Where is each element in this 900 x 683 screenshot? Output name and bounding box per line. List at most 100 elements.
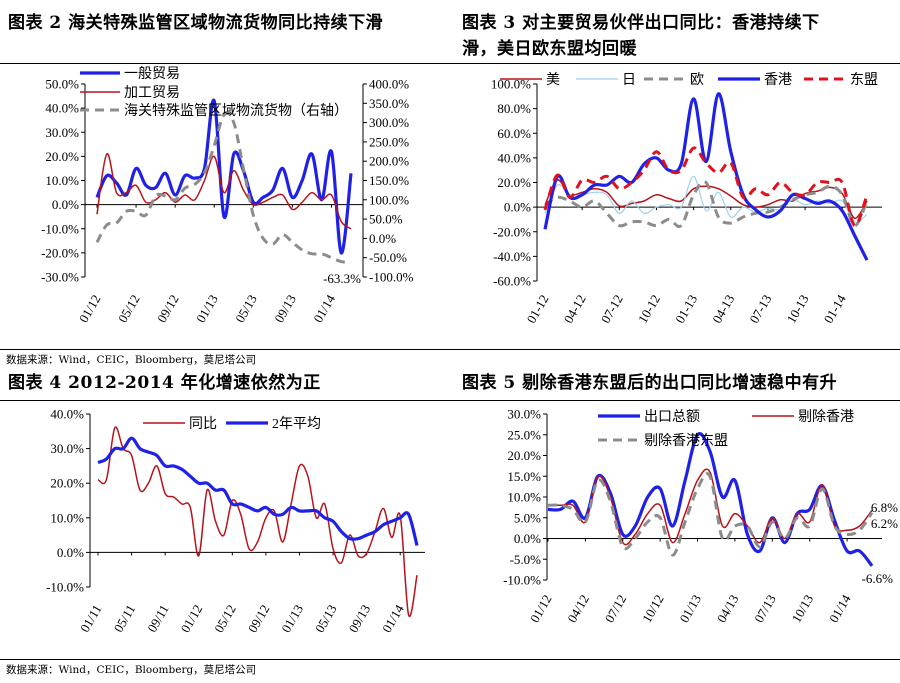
c5-y-tick-label: 5.0% — [514, 510, 541, 525]
c5-y-tick-label: 30.0% — [507, 407, 541, 422]
c3-y-tick-label: 100.0% — [491, 77, 531, 92]
c2-legend-label-2: 加工贸易 — [124, 85, 180, 101]
c4-x-tick-label: 01/11 — [77, 602, 105, 635]
c3-y-tick-label: -40.0% — [493, 249, 531, 264]
c3-y-tick-label: 40.0% — [497, 150, 531, 165]
c3-x-tick-label: 04-13 — [709, 292, 737, 326]
c2-series-line-2 — [96, 153, 352, 230]
top-divider — [0, 63, 900, 64]
c5-annotation-3: -6.6% — [862, 571, 894, 586]
mid-divider — [0, 400, 900, 401]
c2-y2-tick-label: -100.0% — [369, 270, 414, 285]
c2-y2-tick-label: 150.0% — [369, 173, 409, 188]
c2-legend-label-1: 一般贸易 — [124, 66, 180, 82]
c5-y-tick-label: 10.0% — [507, 490, 541, 505]
c2-y-tick-label: 20.0% — [45, 149, 79, 164]
c4-y-tick-label: 0.0% — [57, 545, 84, 560]
c5-series-line-3 — [547, 472, 874, 557]
c2-y2-tick-label: 0.0% — [369, 231, 396, 246]
c2-x-tick-label: 09/12 — [154, 292, 182, 325]
c2-x-tick-label: 09/13 — [271, 292, 299, 325]
c4-x-tick-label: 01/13 — [278, 602, 306, 635]
c2-series-line-1 — [95, 98, 353, 255]
c2-y2-tick-label: 350.0% — [369, 96, 409, 111]
c2-y-tick-label: -10.0% — [41, 221, 79, 236]
c2-y2-tick-label: 100.0% — [369, 192, 409, 207]
c2-y2-tick-label: 50.0% — [369, 212, 403, 227]
c4-y-tick-label: -10.0% — [46, 580, 84, 595]
c3-x-tick-label: 07-13 — [746, 292, 774, 326]
c3-legend-label-2: 日 — [622, 73, 636, 88]
c2-y-tick-label: 30.0% — [45, 125, 79, 140]
chart2-title: 图表 2 海关特殊监管区域物流货物同比持续下滑 — [8, 13, 384, 33]
source-divider-2 — [0, 659, 900, 660]
c2-y-tick-label: 10.0% — [45, 173, 79, 188]
c5-y-tick-label: 25.0% — [507, 427, 541, 442]
c3-legend-label-3: 欧 — [690, 72, 704, 88]
c2-x-tick-label: 01/13 — [193, 292, 221, 325]
c5-x-tick-label: 01/13 — [676, 592, 704, 625]
c5-x-tick-label: 07/12 — [602, 592, 630, 625]
c2-x-tick-label: 05/12 — [115, 292, 143, 325]
c3-x-tick-label: 10-12 — [635, 292, 663, 326]
c3-y-tick-label: -20.0% — [493, 224, 531, 239]
c5-y-tick-label: 20.0% — [507, 448, 541, 463]
c3-y-tick-label: 60.0% — [497, 126, 531, 141]
c3-y-tick-label: 0.0% — [504, 200, 531, 215]
c3-legend-label-5: 东盟 — [850, 72, 878, 88]
c2-legend-label-3: 海关特殊监管区域物流货物（右轴） — [124, 102, 348, 119]
c5-annotation-2: 6.2% — [871, 516, 898, 531]
c3-x-tick-label: 01-14 — [821, 292, 849, 326]
c3-legend-label-4: 香港 — [764, 72, 792, 88]
c5-y-tick-label: -5.0% — [510, 552, 542, 567]
c4-series-line-1 — [97, 426, 418, 618]
c2-y2-tick-label: 400.0% — [369, 77, 409, 92]
c3-series-line-5 — [543, 146, 869, 228]
c4-y-tick-label: 40.0% — [50, 407, 84, 422]
source-divider-1 — [0, 349, 900, 350]
c2-y-tick-label: 40.0% — [45, 101, 79, 116]
c2-y2-tick-label: 300.0% — [369, 115, 409, 130]
c2-y-tick-label: -30.0% — [41, 270, 79, 285]
c3-series-line-3 — [544, 180, 869, 229]
c3-x-tick-label: 07-12 — [598, 292, 626, 326]
c5-series-line-2 — [547, 468, 873, 546]
c2-x-tick-label: 01/14 — [310, 292, 338, 326]
c3-x-tick-label: 01-13 — [672, 292, 700, 326]
c3-y-tick-label: -60.0% — [493, 274, 531, 289]
c5-legend-label-2: 剔除香港 — [798, 409, 854, 425]
c4-y-tick-label: 10.0% — [50, 510, 84, 525]
c2-annotation-1: -63.3% — [323, 271, 361, 286]
chart3-title-line2: 滑，美日欧东盟均回暖 — [462, 39, 637, 59]
c5-y-tick-label: -10.0% — [503, 573, 541, 588]
c4-y-tick-label: 20.0% — [50, 476, 84, 491]
c5-legend-label-3: 剔除香港东盟 — [644, 433, 728, 449]
chart5-title: 图表 5 剔除香港东盟后的出口同比增速稳中有升 — [462, 373, 838, 393]
source-note-2: 数据来源：Wind，CEIC，Bloomberg，莫尼塔公司 — [6, 664, 257, 676]
c3-y-tick-label: 80.0% — [497, 101, 531, 116]
c2-x-tick-label: 01/12 — [76, 292, 104, 325]
c4-x-tick-label: 09/13 — [345, 602, 373, 635]
c3-x-tick-label: 01-12 — [523, 292, 551, 326]
c4-x-tick-label: 05/12 — [211, 602, 239, 635]
c4-series-line-2 — [97, 436, 419, 546]
c4-x-tick-label: 09/12 — [245, 602, 273, 635]
c5-x-tick-label: 04/12 — [564, 592, 592, 625]
c3-legend-label-1: 美 — [546, 72, 560, 88]
c2-y-tick-label: -20.0% — [41, 245, 79, 260]
c5-x-tick-label: 07/13 — [751, 592, 779, 625]
c2-y2-tick-label: 200.0% — [369, 154, 409, 169]
c2-y2-tick-label: -50.0% — [369, 250, 407, 265]
c3-y-tick-label: 20.0% — [497, 175, 531, 190]
chart3-title-line1: 图表 3 对主要贸易伙伴出口同比：香港持续下 — [462, 13, 820, 33]
c5-x-tick-label: 01/14 — [826, 592, 854, 626]
c5-x-tick-label: 10/13 — [788, 592, 816, 625]
c3-series-line-4 — [543, 92, 869, 261]
c5-y-tick-label: 0.0% — [514, 531, 541, 546]
c4-x-tick-label: 01/12 — [178, 602, 206, 635]
c4-legend-label-1: 同比 — [189, 416, 217, 432]
c5-series-line-1 — [547, 432, 874, 567]
chart4-title: 图表 4 2012-2014 年化增速依然为正 — [8, 373, 321, 393]
c4-x-tick-label: 05/11 — [111, 602, 139, 635]
c2-y-tick-label: 0.0% — [52, 197, 79, 212]
